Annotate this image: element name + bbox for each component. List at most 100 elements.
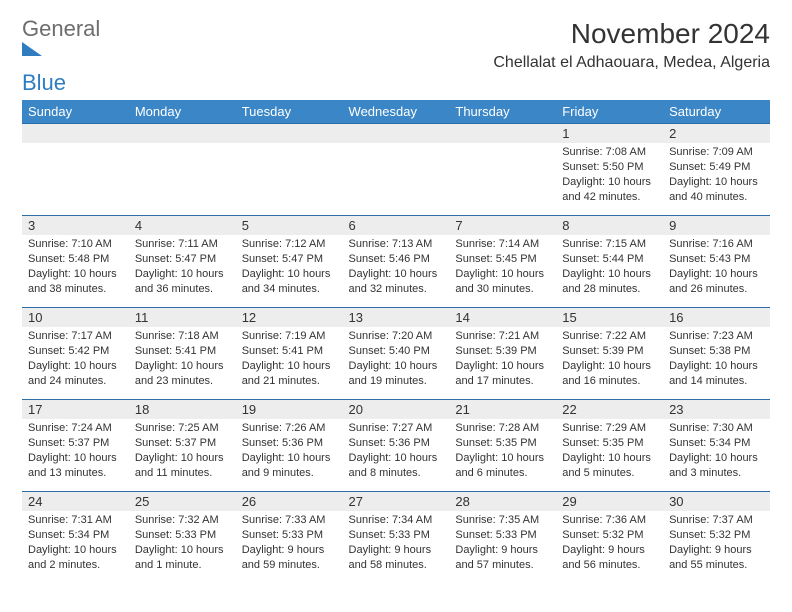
day-details: Sunrise: 7:11 AMSunset: 5:47 PMDaylight:… bbox=[129, 235, 236, 298]
sunset-text: Sunset: 5:48 PM bbox=[28, 252, 123, 267]
sunset-text: Sunset: 5:36 PM bbox=[242, 436, 337, 451]
sunrise-text: Sunrise: 7:37 AM bbox=[669, 513, 764, 528]
day-number: 11 bbox=[129, 308, 236, 327]
daylight-text: Daylight: 10 hours and 36 minutes. bbox=[135, 267, 230, 297]
day-details: Sunrise: 7:13 AMSunset: 5:46 PMDaylight:… bbox=[343, 235, 450, 298]
sunset-text: Sunset: 5:36 PM bbox=[349, 436, 444, 451]
day-number: 23 bbox=[663, 400, 770, 419]
sunset-text: Sunset: 5:47 PM bbox=[242, 252, 337, 267]
sunset-text: Sunset: 5:38 PM bbox=[669, 344, 764, 359]
daylight-text: Daylight: 10 hours and 9 minutes. bbox=[242, 451, 337, 481]
sunrise-text: Sunrise: 7:22 AM bbox=[562, 329, 657, 344]
sunrise-text: Sunrise: 7:36 AM bbox=[562, 513, 657, 528]
calendar-week-row: 17Sunrise: 7:24 AMSunset: 5:37 PMDayligh… bbox=[22, 400, 770, 492]
day-number: 14 bbox=[449, 308, 556, 327]
calendar-day-cell: 14Sunrise: 7:21 AMSunset: 5:39 PMDayligh… bbox=[449, 308, 556, 400]
sunrise-text: Sunrise: 7:13 AM bbox=[349, 237, 444, 252]
daylight-text: Daylight: 9 hours and 59 minutes. bbox=[242, 543, 337, 573]
day-number: . bbox=[236, 124, 343, 143]
weekday-header: Monday bbox=[129, 100, 236, 124]
sunrise-text: Sunrise: 7:19 AM bbox=[242, 329, 337, 344]
day-number: . bbox=[22, 124, 129, 143]
logo-word-blue: Blue bbox=[22, 70, 66, 95]
day-number: 6 bbox=[343, 216, 450, 235]
day-number: 1 bbox=[556, 124, 663, 143]
sunset-text: Sunset: 5:41 PM bbox=[242, 344, 337, 359]
day-details: Sunrise: 7:15 AMSunset: 5:44 PMDaylight:… bbox=[556, 235, 663, 298]
daylight-text: Daylight: 10 hours and 21 minutes. bbox=[242, 359, 337, 389]
daylight-text: Daylight: 10 hours and 2 minutes. bbox=[28, 543, 123, 573]
sunset-text: Sunset: 5:35 PM bbox=[562, 436, 657, 451]
day-number: 13 bbox=[343, 308, 450, 327]
day-details: Sunrise: 7:14 AMSunset: 5:45 PMDaylight:… bbox=[449, 235, 556, 298]
calendar-week-row: 10Sunrise: 7:17 AMSunset: 5:42 PMDayligh… bbox=[22, 308, 770, 400]
day-details: Sunrise: 7:24 AMSunset: 5:37 PMDaylight:… bbox=[22, 419, 129, 482]
weekday-header: Sunday bbox=[22, 100, 129, 124]
calendar-day-cell: 10Sunrise: 7:17 AMSunset: 5:42 PMDayligh… bbox=[22, 308, 129, 400]
sunset-text: Sunset: 5:46 PM bbox=[349, 252, 444, 267]
day-number: 17 bbox=[22, 400, 129, 419]
logo-triangle-icon bbox=[22, 40, 100, 56]
calendar-day-cell: . bbox=[129, 124, 236, 216]
calendar-day-cell: 18Sunrise: 7:25 AMSunset: 5:37 PMDayligh… bbox=[129, 400, 236, 492]
sunrise-text: Sunrise: 7:11 AM bbox=[135, 237, 230, 252]
daylight-text: Daylight: 10 hours and 24 minutes. bbox=[28, 359, 123, 389]
sunrise-text: Sunrise: 7:31 AM bbox=[28, 513, 123, 528]
weekday-header: Tuesday bbox=[236, 100, 343, 124]
day-details: Sunrise: 7:20 AMSunset: 5:40 PMDaylight:… bbox=[343, 327, 450, 390]
day-number: 8 bbox=[556, 216, 663, 235]
day-details: Sunrise: 7:16 AMSunset: 5:43 PMDaylight:… bbox=[663, 235, 770, 298]
calendar-day-cell: 30Sunrise: 7:37 AMSunset: 5:32 PMDayligh… bbox=[663, 492, 770, 584]
calendar-day-cell: 16Sunrise: 7:23 AMSunset: 5:38 PMDayligh… bbox=[663, 308, 770, 400]
calendar-day-cell: 28Sunrise: 7:35 AMSunset: 5:33 PMDayligh… bbox=[449, 492, 556, 584]
calendar-week-row: 3Sunrise: 7:10 AMSunset: 5:48 PMDaylight… bbox=[22, 216, 770, 308]
calendar-day-cell: . bbox=[236, 124, 343, 216]
daylight-text: Daylight: 10 hours and 26 minutes. bbox=[669, 267, 764, 297]
sunset-text: Sunset: 5:41 PM bbox=[135, 344, 230, 359]
day-number: 19 bbox=[236, 400, 343, 419]
day-number: 7 bbox=[449, 216, 556, 235]
daylight-text: Daylight: 9 hours and 55 minutes. bbox=[669, 543, 764, 573]
calendar-day-cell: 27Sunrise: 7:34 AMSunset: 5:33 PMDayligh… bbox=[343, 492, 450, 584]
day-details: Sunrise: 7:28 AMSunset: 5:35 PMDaylight:… bbox=[449, 419, 556, 482]
day-details: Sunrise: 7:30 AMSunset: 5:34 PMDaylight:… bbox=[663, 419, 770, 482]
calendar-day-cell: 8Sunrise: 7:15 AMSunset: 5:44 PMDaylight… bbox=[556, 216, 663, 308]
daylight-text: Daylight: 9 hours and 58 minutes. bbox=[349, 543, 444, 573]
calendar-day-cell: 22Sunrise: 7:29 AMSunset: 5:35 PMDayligh… bbox=[556, 400, 663, 492]
calendar-day-cell: 13Sunrise: 7:20 AMSunset: 5:40 PMDayligh… bbox=[343, 308, 450, 400]
day-number: . bbox=[343, 124, 450, 143]
sunset-text: Sunset: 5:37 PM bbox=[135, 436, 230, 451]
daylight-text: Daylight: 10 hours and 19 minutes. bbox=[349, 359, 444, 389]
sunset-text: Sunset: 5:49 PM bbox=[669, 160, 764, 175]
day-number: . bbox=[129, 124, 236, 143]
sunrise-text: Sunrise: 7:17 AM bbox=[28, 329, 123, 344]
calendar-day-cell: 5Sunrise: 7:12 AMSunset: 5:47 PMDaylight… bbox=[236, 216, 343, 308]
sunrise-text: Sunrise: 7:14 AM bbox=[455, 237, 550, 252]
sunrise-text: Sunrise: 7:34 AM bbox=[349, 513, 444, 528]
sunrise-text: Sunrise: 7:33 AM bbox=[242, 513, 337, 528]
calendar-day-cell: 15Sunrise: 7:22 AMSunset: 5:39 PMDayligh… bbox=[556, 308, 663, 400]
sunset-text: Sunset: 5:34 PM bbox=[669, 436, 764, 451]
calendar-day-cell: 21Sunrise: 7:28 AMSunset: 5:35 PMDayligh… bbox=[449, 400, 556, 492]
daylight-text: Daylight: 10 hours and 5 minutes. bbox=[562, 451, 657, 481]
weekday-header: Thursday bbox=[449, 100, 556, 124]
sunset-text: Sunset: 5:40 PM bbox=[349, 344, 444, 359]
day-details: Sunrise: 7:23 AMSunset: 5:38 PMDaylight:… bbox=[663, 327, 770, 390]
calendar-day-cell: 2Sunrise: 7:09 AMSunset: 5:49 PMDaylight… bbox=[663, 124, 770, 216]
day-details: Sunrise: 7:19 AMSunset: 5:41 PMDaylight:… bbox=[236, 327, 343, 390]
day-number: 10 bbox=[22, 308, 129, 327]
day-number: 27 bbox=[343, 492, 450, 511]
sunset-text: Sunset: 5:47 PM bbox=[135, 252, 230, 267]
daylight-text: Daylight: 10 hours and 3 minutes. bbox=[669, 451, 764, 481]
calendar-day-cell: 29Sunrise: 7:36 AMSunset: 5:32 PMDayligh… bbox=[556, 492, 663, 584]
daylight-text: Daylight: 10 hours and 28 minutes. bbox=[562, 267, 657, 297]
daylight-text: Daylight: 10 hours and 11 minutes. bbox=[135, 451, 230, 481]
day-number: 2 bbox=[663, 124, 770, 143]
day-number: 12 bbox=[236, 308, 343, 327]
daylight-text: Daylight: 10 hours and 34 minutes. bbox=[242, 267, 337, 297]
day-number: 4 bbox=[129, 216, 236, 235]
weekday-header: Saturday bbox=[663, 100, 770, 124]
calendar-day-cell: 12Sunrise: 7:19 AMSunset: 5:41 PMDayligh… bbox=[236, 308, 343, 400]
calendar-day-cell: . bbox=[449, 124, 556, 216]
daylight-text: Daylight: 10 hours and 1 minute. bbox=[135, 543, 230, 573]
